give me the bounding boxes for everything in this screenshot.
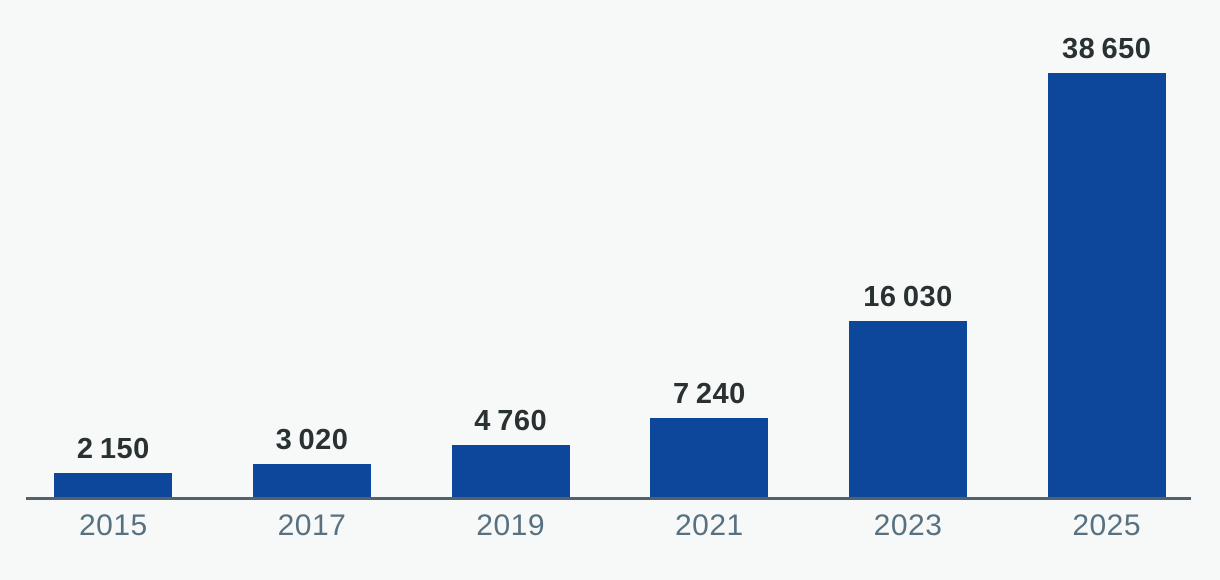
bar-group-2025: 38 650: [1007, 35, 1206, 497]
bar-group-2017: 3 020: [213, 423, 412, 497]
bar-group-2021: 7 240: [610, 377, 809, 497]
bar-2021: [650, 417, 769, 497]
bar-value-label-2025: 38 650: [1061, 33, 1152, 65]
bar-group-2023: 16 030: [809, 283, 1008, 497]
bar-2025: [1047, 73, 1166, 497]
bar-2017: [253, 463, 371, 497]
bar-value-label-2015: 2 150: [76, 433, 150, 466]
bar-value-label-2023: 16 030: [863, 281, 953, 314]
bar-value-label-2021: 7 240: [672, 377, 746, 410]
bar-group-2015: 2 150: [14, 435, 213, 497]
x-tick-2023: 2023: [873, 509, 943, 542]
bar-2023: [849, 321, 968, 497]
x-axis-line: [26, 497, 1191, 500]
plot-area: 2 150 3 020 4 760 7 240 16 030 38 650: [14, 0, 1206, 497]
bar-group-2019: 4 760: [411, 404, 610, 497]
x-tick-2017: 2017: [277, 509, 347, 542]
x-tick-2015: 2015: [78, 509, 148, 542]
bar-2015: [54, 473, 173, 497]
x-axis-labels: 2015 2017 2019 2021 2023 2025: [14, 508, 1206, 544]
x-tick-2025: 2025: [1072, 509, 1142, 542]
bar-value-label-2019: 4 760: [474, 404, 548, 437]
bar-2019: [451, 444, 570, 497]
x-tick-2021: 2021: [674, 509, 744, 542]
x-tick-2019: 2019: [476, 509, 546, 542]
bar-value-label-2017: 3 020: [275, 423, 349, 456]
